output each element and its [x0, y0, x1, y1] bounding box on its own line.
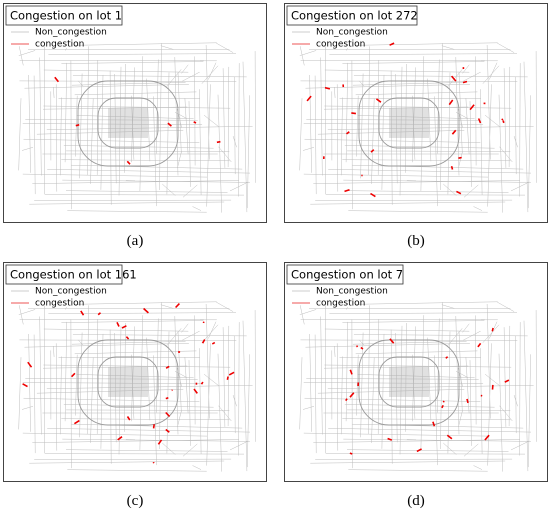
- legend-label: Non_congestion: [35, 287, 107, 297]
- dense-center: [389, 108, 429, 138]
- dense-center: [108, 108, 148, 138]
- congestion-roads: [22, 303, 235, 464]
- map-panel: Congestion on lot 7 Non_congestioncongest…: [284, 262, 548, 482]
- legend-label: congestion: [316, 299, 365, 309]
- panel-frame: [3, 262, 267, 482]
- title-box: [5, 5, 123, 26]
- ring-road: [77, 339, 179, 426]
- congestion-roads: [345, 327, 510, 455]
- panel-title: Congestion on lot 272: [291, 9, 418, 23]
- map-panel: Congestion on lot 1 Non_congestioncongest…: [3, 3, 267, 223]
- title-box: [286, 264, 404, 285]
- legend-label: congestion: [316, 40, 365, 50]
- panel-frame: [284, 262, 548, 482]
- legend-label: Non_congestion: [35, 28, 107, 38]
- ring-road: [358, 80, 460, 167]
- title-box: [5, 264, 123, 285]
- panel-title: Congestion on lot 7: [291, 268, 403, 282]
- map-panel: Congestion on lot 272 Non_congestionconge…: [284, 3, 548, 223]
- legend-label: congestion: [35, 299, 84, 309]
- ring-road: [97, 356, 159, 408]
- ring-road: [378, 356, 440, 408]
- legend-label: Non_congestion: [316, 28, 388, 38]
- ring-road: [77, 80, 179, 167]
- road-network: [299, 42, 537, 213]
- dense-center: [108, 367, 148, 397]
- title-box: [286, 5, 418, 26]
- road-network: [18, 42, 256, 213]
- road-network: [299, 301, 537, 472]
- ring-road: [378, 97, 440, 149]
- panel-title: Congestion on lot 161: [10, 268, 137, 282]
- map-panel: Congestion on lot 161 Non_congestionconge…: [3, 262, 267, 482]
- ring-road: [97, 97, 159, 149]
- panel-frame: [284, 3, 548, 223]
- panel-frame: [3, 3, 267, 223]
- caption: (b): [407, 233, 425, 249]
- panel-title: Congestion on lot 1: [10, 9, 122, 23]
- caption: (a): [126, 233, 144, 249]
- legend-label: congestion: [35, 40, 84, 50]
- congestion-roads: [54, 76, 221, 165]
- dense-center: [389, 367, 429, 397]
- caption: (d): [407, 493, 425, 509]
- road-network: [18, 301, 256, 472]
- legend-label: Non_congestion: [316, 287, 388, 297]
- caption: (c): [126, 493, 144, 509]
- congestion-roads: [306, 42, 505, 198]
